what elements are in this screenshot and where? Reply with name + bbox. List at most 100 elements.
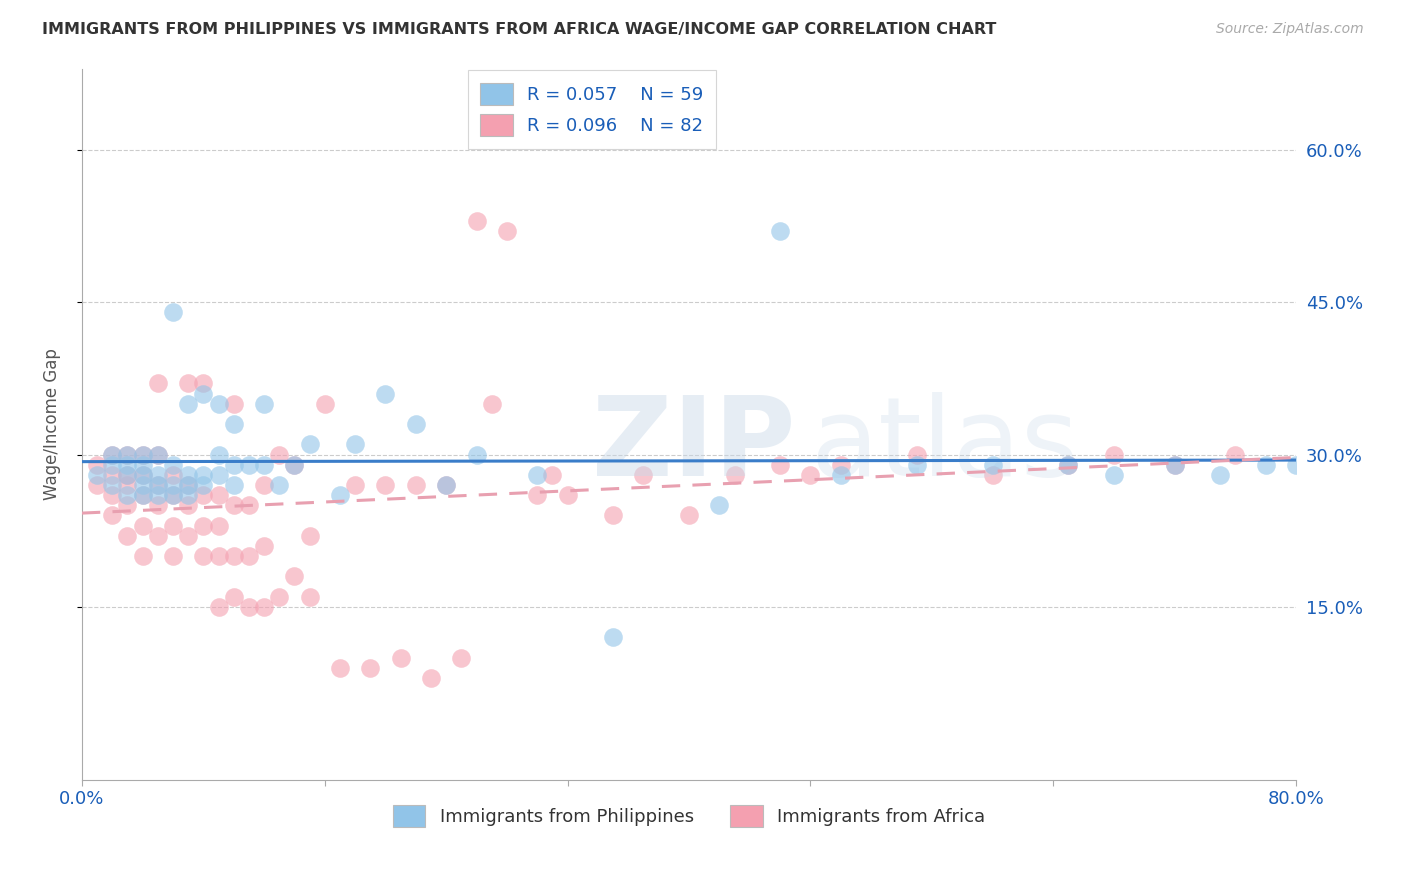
Point xyxy=(298,529,321,543)
Point xyxy=(177,499,200,513)
Point xyxy=(131,478,153,492)
Point xyxy=(769,458,792,472)
Point xyxy=(193,478,215,492)
Point xyxy=(177,488,200,502)
Point xyxy=(222,549,245,563)
Point xyxy=(146,478,169,492)
Text: atlas: atlas xyxy=(810,392,1078,499)
Point xyxy=(146,376,169,391)
Point xyxy=(193,518,215,533)
Point xyxy=(526,467,548,482)
Point xyxy=(117,467,139,482)
Point xyxy=(162,305,184,319)
Point xyxy=(253,599,276,614)
Point xyxy=(374,478,396,492)
Point xyxy=(162,549,184,563)
Point xyxy=(146,448,169,462)
Point xyxy=(146,448,169,462)
Point xyxy=(177,478,200,492)
Point xyxy=(1209,467,1232,482)
Point xyxy=(541,467,564,482)
Point xyxy=(193,488,215,502)
Point xyxy=(283,569,305,583)
Point xyxy=(298,590,321,604)
Point xyxy=(709,499,731,513)
Point xyxy=(905,448,928,462)
Point xyxy=(253,458,276,472)
Point xyxy=(162,518,184,533)
Point xyxy=(177,467,200,482)
Text: Source: ZipAtlas.com: Source: ZipAtlas.com xyxy=(1216,22,1364,37)
Point xyxy=(86,458,108,472)
Point xyxy=(1254,458,1277,472)
Point xyxy=(177,376,200,391)
Point xyxy=(101,467,124,482)
Point xyxy=(602,631,624,645)
Point xyxy=(222,417,245,431)
Point xyxy=(238,549,260,563)
Point xyxy=(420,671,443,685)
Point xyxy=(117,448,139,462)
Point xyxy=(131,488,153,502)
Point xyxy=(117,467,139,482)
Point xyxy=(162,467,184,482)
Point xyxy=(269,478,291,492)
Point xyxy=(981,458,1004,472)
Point xyxy=(450,650,472,665)
Point xyxy=(496,224,519,238)
Point xyxy=(101,448,124,462)
Point xyxy=(269,448,291,462)
Point xyxy=(146,529,169,543)
Point xyxy=(238,458,260,472)
Point xyxy=(1163,458,1185,472)
Point xyxy=(146,488,169,502)
Point xyxy=(222,590,245,604)
Point xyxy=(359,661,381,675)
Point xyxy=(146,499,169,513)
Point xyxy=(222,397,245,411)
Point xyxy=(193,386,215,401)
Point xyxy=(1225,448,1247,462)
Point xyxy=(344,437,367,451)
Point xyxy=(117,448,139,462)
Point xyxy=(193,549,215,563)
Point xyxy=(1102,448,1125,462)
Point xyxy=(193,376,215,391)
Point xyxy=(830,467,852,482)
Point xyxy=(131,549,153,563)
Point xyxy=(283,458,305,472)
Point xyxy=(222,478,245,492)
Point xyxy=(101,488,124,502)
Point xyxy=(329,488,352,502)
Point xyxy=(177,529,200,543)
Legend: Immigrants from Philippines, Immigrants from Africa: Immigrants from Philippines, Immigrants … xyxy=(385,798,993,835)
Point xyxy=(283,458,305,472)
Point xyxy=(177,397,200,411)
Point xyxy=(101,478,124,492)
Point xyxy=(162,458,184,472)
Point xyxy=(131,467,153,482)
Point xyxy=(253,397,276,411)
Point xyxy=(602,508,624,523)
Point xyxy=(131,448,153,462)
Point xyxy=(799,467,821,482)
Point xyxy=(101,458,124,472)
Point xyxy=(117,499,139,513)
Point xyxy=(207,518,229,533)
Point xyxy=(905,458,928,472)
Point xyxy=(86,467,108,482)
Point xyxy=(238,599,260,614)
Point xyxy=(405,478,427,492)
Point xyxy=(633,467,655,482)
Point xyxy=(723,467,745,482)
Point xyxy=(314,397,336,411)
Point xyxy=(162,478,184,492)
Point xyxy=(389,650,412,665)
Point xyxy=(146,467,169,482)
Point xyxy=(131,458,153,472)
Point xyxy=(434,478,457,492)
Text: IMMIGRANTS FROM PHILIPPINES VS IMMIGRANTS FROM AFRICA WAGE/INCOME GAP CORRELATIO: IMMIGRANTS FROM PHILIPPINES VS IMMIGRANT… xyxy=(42,22,997,37)
Point xyxy=(162,488,184,502)
Point xyxy=(207,467,229,482)
Point xyxy=(162,488,184,502)
